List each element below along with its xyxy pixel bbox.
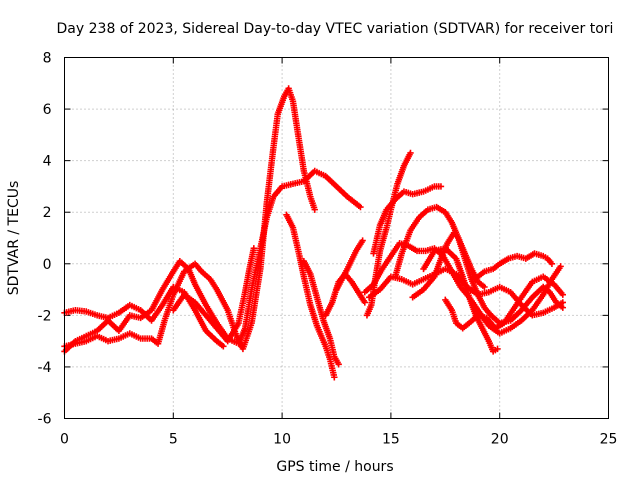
- plot-frame: [64, 57, 609, 419]
- chart-title: Day 238 of 2023, Sidereal Day-to-day VTE…: [57, 21, 614, 37]
- data-point: [559, 291, 567, 298]
- data-point: [494, 345, 501, 353]
- data-point: [220, 343, 227, 350]
- y-tick-label: 2: [43, 205, 52, 221]
- x-tick-label: 0: [60, 432, 69, 448]
- data-point: [311, 206, 318, 213]
- data-points: [61, 85, 567, 381]
- data-point: [557, 263, 564, 270]
- x-tick-label: 15: [382, 432, 400, 448]
- y-tick-label: 8: [43, 51, 52, 67]
- data-point: [359, 237, 366, 244]
- data-point: [335, 361, 342, 368]
- y-axis: -6 -4 -2 0 2 4 6 8: [38, 51, 609, 428]
- data-point: [357, 203, 364, 211]
- x-tick-label: 5: [169, 432, 178, 448]
- y-tick-label: -2: [38, 308, 52, 324]
- data-point: [437, 183, 445, 190]
- y-tick-label: -6: [38, 412, 52, 428]
- data-point: [548, 260, 556, 267]
- data-point: [481, 283, 488, 291]
- data-point: [407, 149, 414, 157]
- x-tick-label: 20: [491, 432, 509, 448]
- data-point: [331, 374, 338, 381]
- x-tick-label: 10: [273, 432, 291, 448]
- y-tick-label: 6: [43, 102, 52, 118]
- y-tick-label: 4: [43, 154, 52, 170]
- x-axis-label: GPS time / hours: [276, 459, 393, 475]
- grid-lines: [64, 57, 609, 419]
- x-tick-label: 25: [600, 432, 618, 448]
- data-point: [250, 245, 258, 252]
- y-tick-label: 0: [43, 257, 52, 273]
- data-point: [559, 304, 567, 311]
- y-axis-label: SDTVAR / TECUs: [6, 181, 22, 296]
- data-point: [361, 299, 368, 306]
- y-tick-label: -4: [38, 360, 52, 376]
